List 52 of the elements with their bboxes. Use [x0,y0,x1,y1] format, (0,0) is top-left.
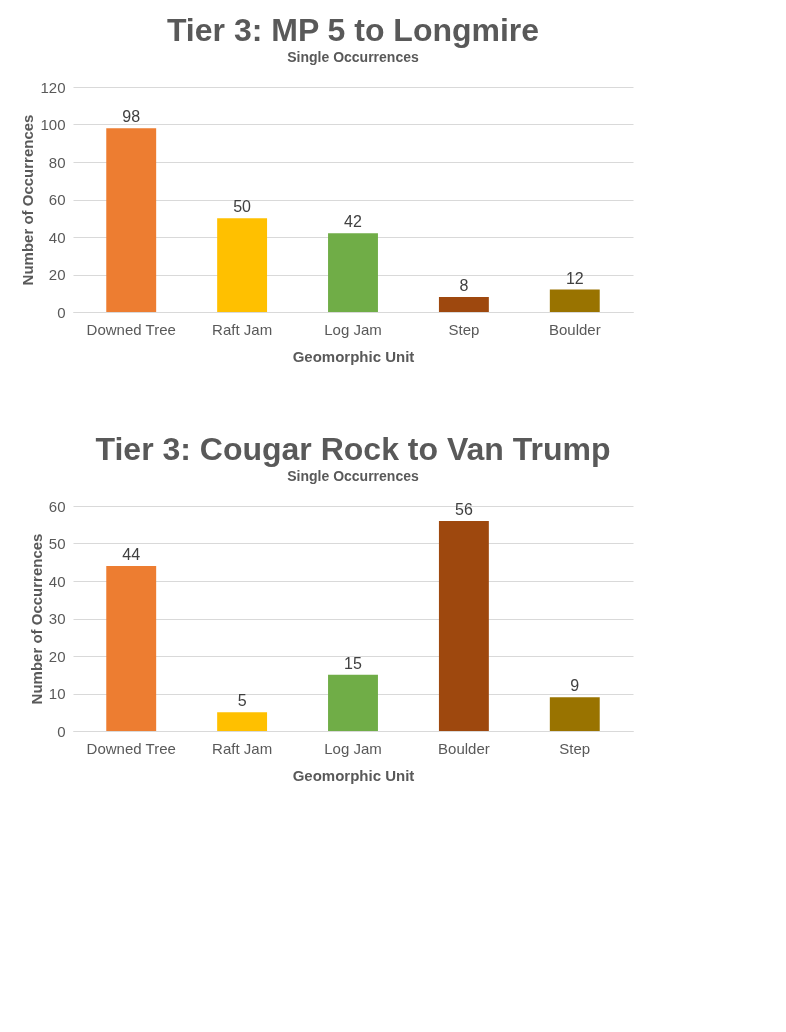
bar [106,566,157,731]
chart-subtitle: Single Occurrences [287,49,419,65]
data-label: 56 [454,501,473,518]
bar [217,712,268,731]
y-tick-label: 40 [48,228,66,246]
y-tick-label: 40 [48,572,66,590]
x-tick-label: Downed Tree [86,320,176,338]
chart-title: Tier 3: Cougar Rock to Van Trump [95,431,611,467]
bar [549,697,600,731]
x-tick-label: Raft Jam [212,739,273,757]
y-tick-label: 120 [40,78,66,96]
bar [549,289,600,312]
y-tick-label: 80 [48,153,66,171]
x-tick-label: Downed Tree [86,739,176,757]
bar [217,218,268,312]
x-tick-label: Raft Jam [212,320,273,338]
bar [328,674,378,731]
y-tick-label: 0 [57,722,66,740]
y-axis-title: Number of Occurrences [19,114,37,286]
bar [438,297,489,312]
bar [328,233,378,312]
x-tick-label: Log Jam [324,739,382,757]
x-tick-label: Log Jam [324,320,382,338]
x-axis-title: Geomorphic Unit [292,347,415,365]
x-axis-title: Geomorphic Unit [292,766,415,784]
y-tick-label: 60 [48,497,66,515]
y-tick-label: 20 [48,266,66,283]
x-tick-label: Boulder [548,320,601,338]
x-tick-label: Boulder [438,739,490,757]
y-tick-label: 0 [57,303,66,321]
data-label: 8 [459,277,469,294]
y-axis-title: Number of Occurrences [27,533,45,705]
data-label: 98 [122,108,141,126]
data-label: 12 [565,269,584,287]
bar [106,128,157,312]
bar [438,521,489,731]
y-tick-label: 100 [40,116,66,133]
data-label: 42 [344,213,362,231]
y-tick-label: 20 [48,647,66,665]
x-tick-label: Step [559,739,591,757]
data-label: 15 [344,654,362,672]
y-tick-label: 50 [48,535,66,552]
x-tick-label: Step [448,320,480,338]
data-label: 44 [122,546,141,563]
y-tick-label: 30 [48,610,66,627]
y-tick-label: 10 [48,685,66,702]
y-tick-label: 60 [48,191,66,208]
data-label: 9 [570,677,580,695]
chart-title: Tier 3: MP 5 to Longmire [166,12,540,48]
data-label: 50 [233,198,252,216]
chart-subtitle: Single Occurrences [287,468,419,484]
data-label: 5 [237,692,247,710]
